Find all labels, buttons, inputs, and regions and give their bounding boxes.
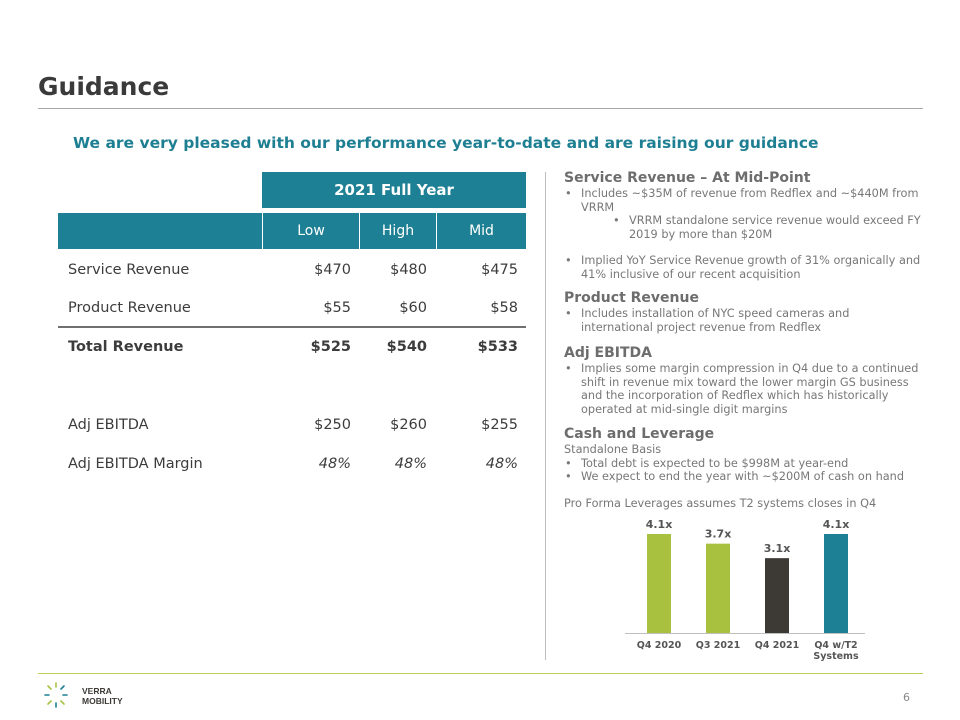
table-row-product-revenue: Product Revenue $55 $60 $58: [58, 294, 526, 324]
row-label: Product Revenue: [68, 300, 191, 316]
column-divider: [545, 172, 546, 660]
section-heading: Service Revenue – At Mid-Point: [564, 170, 811, 186]
standalone-basis-label: Standalone Basis: [564, 443, 662, 456]
bullet: Implies some margin compression in Q4 du…: [564, 362, 924, 416]
value-mid: $533: [477, 339, 518, 355]
value-low: $525: [310, 339, 351, 355]
verra-mobility-logo: VERRA MOBILITY: [44, 682, 123, 708]
title-divider: [38, 108, 923, 109]
category-label-2: Q3 2021: [696, 640, 740, 651]
slide-title: Guidance: [38, 72, 170, 101]
value-high: $60: [399, 300, 427, 316]
category-label-1: Q4 2020: [637, 640, 682, 651]
footer-divider: [38, 673, 923, 674]
logo-text-verra: VERRA: [82, 686, 112, 696]
table-row-total-revenue: Total Revenue $525 $540 $533: [58, 333, 526, 363]
column-header-low: Low: [262, 213, 359, 249]
row-label: Service Revenue: [68, 262, 190, 278]
data-label-1: 4.1x: [646, 518, 673, 531]
bullet: Implied YoY Service Revenue growth of 31…: [564, 254, 924, 281]
logo-mark-icon: [44, 682, 68, 708]
bullet: We expect to end the year with ~$200M of…: [564, 470, 924, 484]
value-high: $260: [390, 417, 427, 433]
notes-product-revenue: Product Revenue Includes installation of…: [564, 290, 924, 334]
value-low: $55: [323, 300, 351, 316]
value-high: 48%: [394, 456, 427, 472]
page-number: 6: [903, 691, 910, 704]
value-low: $470: [314, 262, 351, 278]
table-row-service-revenue: Service Revenue $470 $480 $475: [58, 256, 526, 286]
section-heading: Cash and Leverage: [564, 426, 715, 442]
data-label-2: 3.7x: [705, 528, 732, 541]
section-heading: Product Revenue: [564, 290, 699, 306]
table-row-adj-ebitda: Adj EBITDA $250 $260 $255: [58, 411, 526, 441]
value-high: $480: [390, 262, 427, 278]
value-mid: $475: [481, 262, 518, 278]
sub-bullet: VRRM standalone service revenue would ex…: [564, 214, 924, 241]
bar-1: [647, 534, 671, 633]
table-header-row: Low High Mid: [58, 213, 526, 249]
category-label-3: Q4 2021: [755, 640, 799, 651]
table-total-divider: [58, 326, 526, 328]
value-mid: $255: [481, 417, 518, 433]
notes-adj-ebitda: Adj EBITDA Implies some margin compressi…: [564, 345, 924, 416]
value-low: 48%: [318, 456, 351, 472]
category-label-4: Q4 w/T2: [814, 640, 857, 651]
data-label-4: 4.1x: [823, 518, 850, 531]
value-low: $250: [314, 417, 351, 433]
category-label-4: Systems: [813, 651, 859, 662]
notes-cash-leverage: Cash and Leverage Standalone Basis Total…: [564, 426, 924, 510]
row-label: Adj EBITDA Margin: [68, 456, 203, 472]
bullet: Total debt is expected to be $998M at ye…: [564, 457, 924, 471]
value-mid: 48%: [485, 456, 518, 472]
row-label: Total Revenue: [68, 339, 184, 355]
row-label: Adj EBITDA: [68, 417, 149, 433]
slide-subtitle: We are very pleased with our performance…: [73, 134, 819, 152]
section-heading: Adj EBITDA: [564, 345, 652, 361]
leverage-bar-chart: 4.1x Q4 2020 3.7x Q3 2021 3.1x Q4 2021 4.1x Q4 …: [625, 518, 865, 662]
pro-forma-note: Pro Forma Leverages assumes T2 systems c…: [564, 496, 877, 510]
bar-2: [706, 543, 730, 633]
bullet: Includes installation of NYC speed camer…: [564, 307, 924, 334]
bullet: Includes ~$35M of revenue from Redflex a…: [564, 187, 924, 214]
bar-3: [765, 558, 789, 633]
column-header-high: High: [359, 213, 436, 249]
value-high: $540: [386, 339, 427, 355]
bar-4: [824, 534, 848, 633]
logo-text-mobility: MOBILITY: [82, 696, 123, 706]
notes-service-revenue: Service Revenue – At Mid-Point Includes …: [564, 170, 924, 281]
table-row-adj-ebitda-margin: Adj EBITDA Margin 48% 48% 48%: [58, 450, 526, 480]
data-label-3: 3.1x: [764, 542, 791, 555]
value-mid: $58: [490, 300, 518, 316]
column-header-mid: Mid: [436, 213, 526, 249]
table-group-header: 2021 Full Year: [262, 172, 526, 208]
